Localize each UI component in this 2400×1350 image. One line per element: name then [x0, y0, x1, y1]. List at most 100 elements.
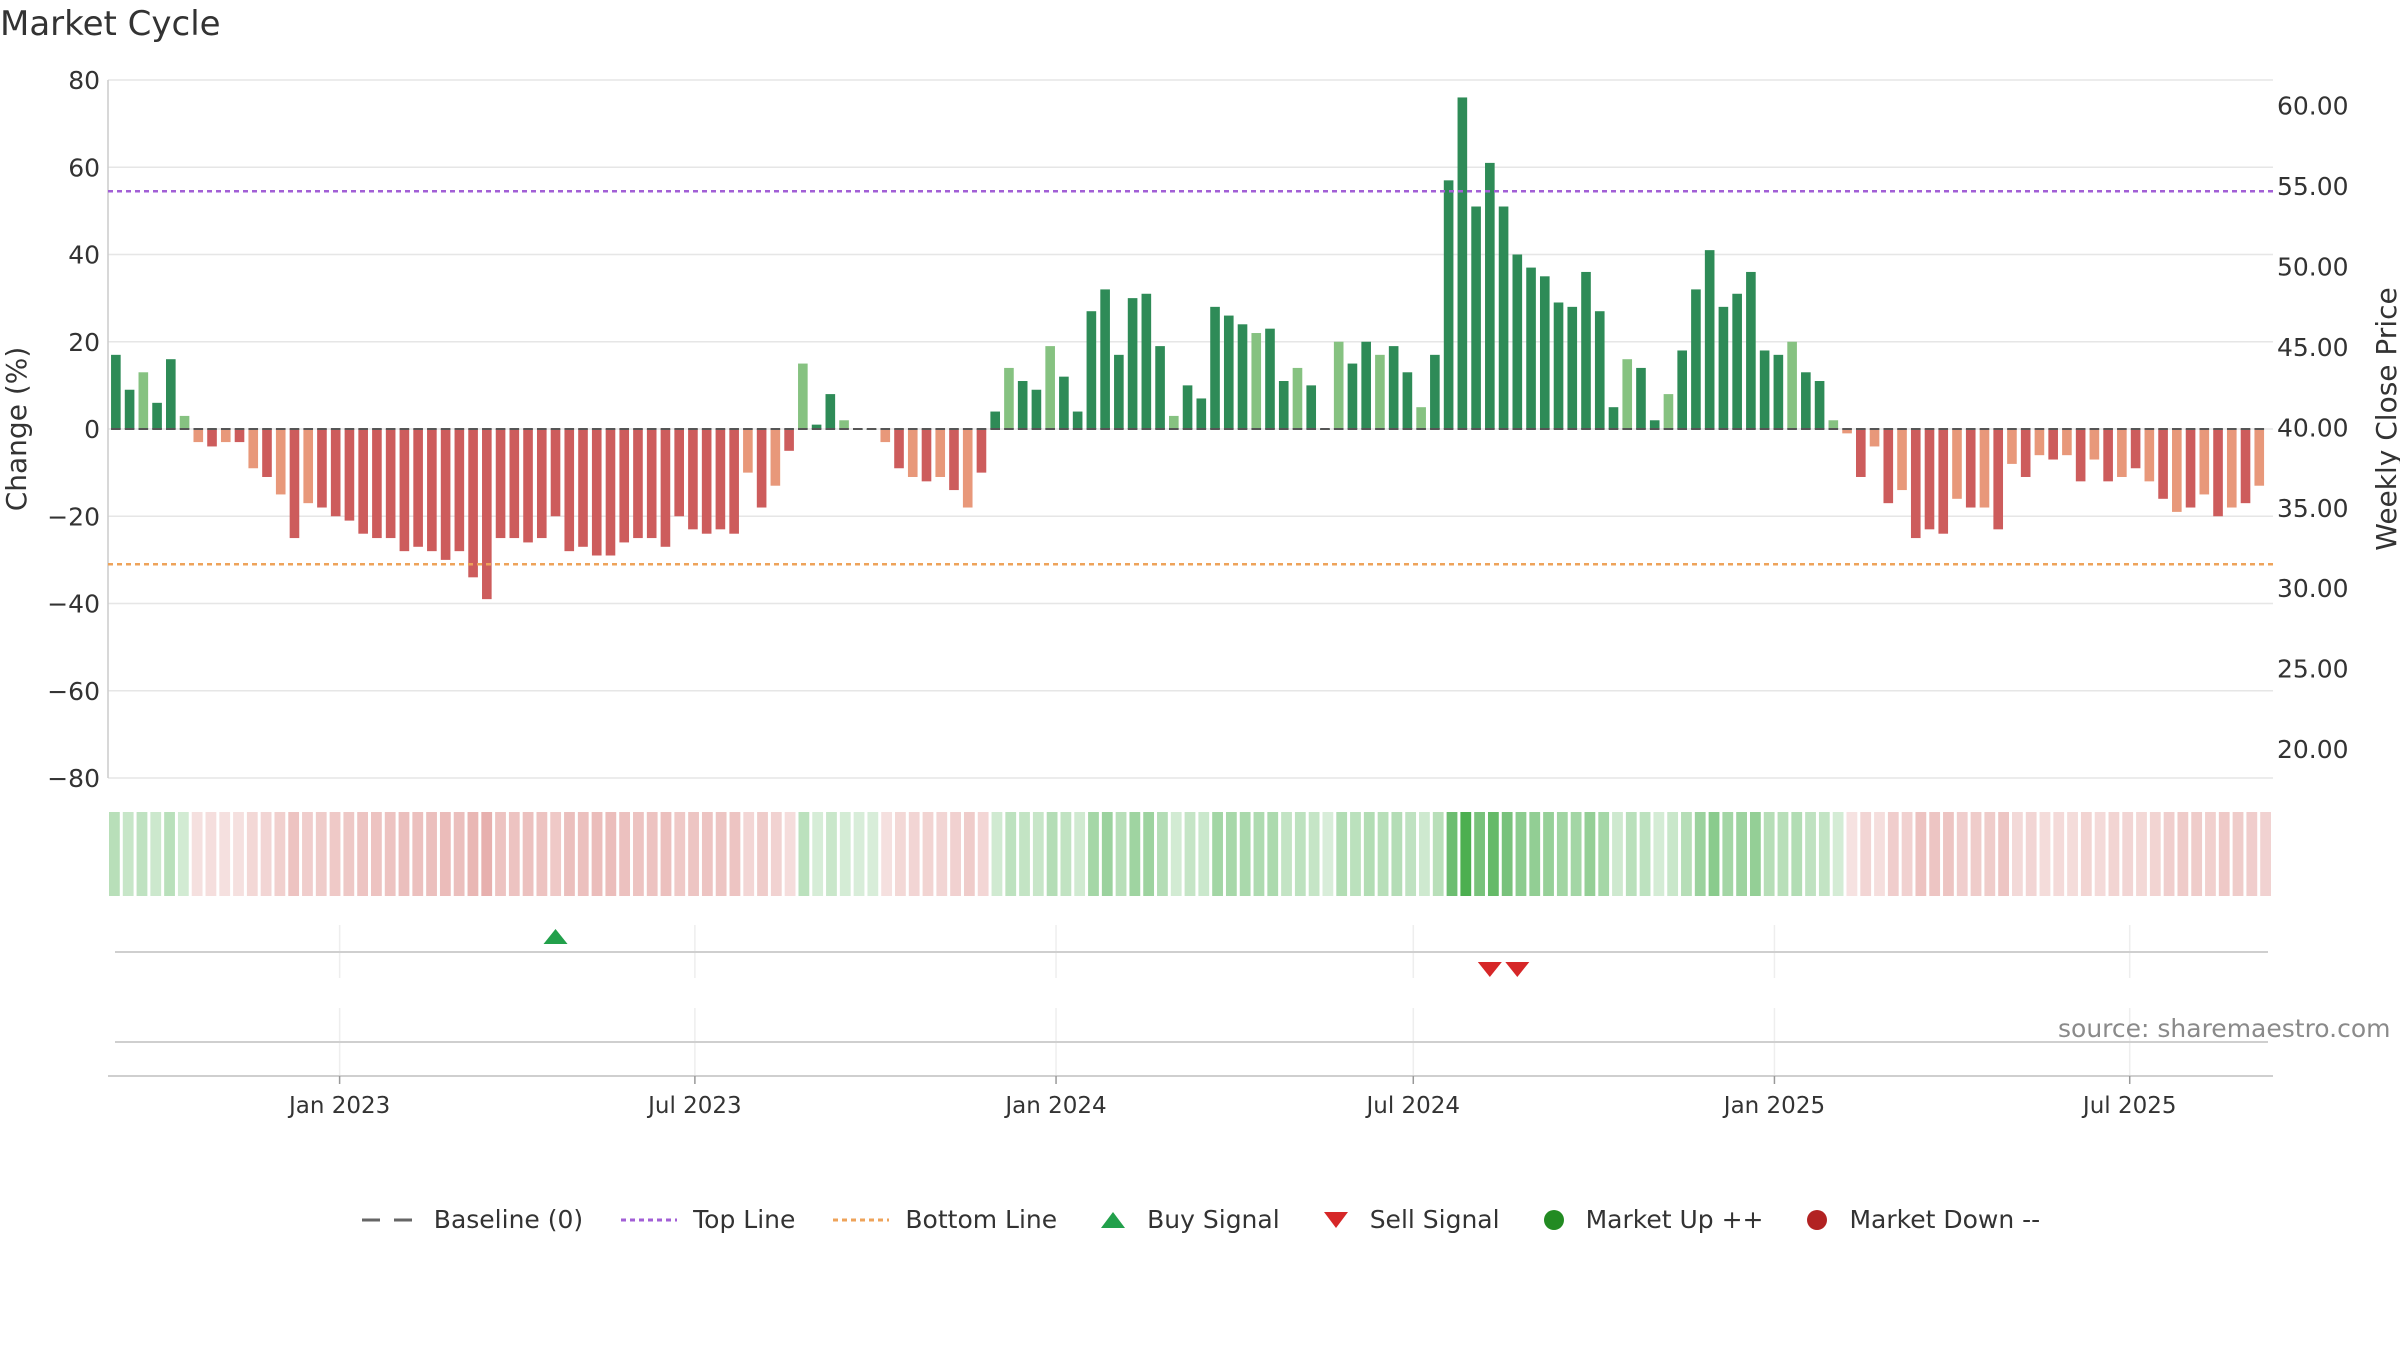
bar: [825, 394, 836, 429]
bar: [729, 429, 739, 534]
heat-cell: [798, 812, 810, 896]
bar: [715, 429, 726, 530]
bar: [1485, 162, 1495, 429]
heat-cell: [2246, 812, 2258, 896]
legend-sell-signal: Sell Signal: [1316, 1205, 1500, 1234]
heat-cell: [1984, 812, 1996, 896]
heat-cell: [1846, 812, 1858, 896]
bar: [2226, 429, 2237, 508]
bar: [619, 429, 630, 543]
heat-cell: [122, 812, 134, 896]
bar: [344, 429, 355, 521]
heat-cell: [1005, 812, 1017, 896]
heat-cell: [2039, 812, 2051, 896]
heat-cell: [550, 812, 562, 896]
heat-cell: [1115, 812, 1127, 896]
bar: [220, 429, 231, 443]
heat-cell: [577, 812, 589, 896]
bar: [949, 429, 959, 491]
bar: [1251, 333, 1262, 429]
bar: [770, 429, 781, 486]
heat-cell: [536, 812, 548, 896]
bar: [1059, 376, 1069, 429]
bar: [1196, 398, 1207, 429]
y2-tick-label: 45.00: [2277, 333, 2349, 362]
heat-cell: [1391, 812, 1403, 896]
heat-cell: [2122, 812, 2134, 896]
bar: [523, 429, 533, 543]
bar: [1952, 429, 1962, 499]
heat-cell: [674, 812, 686, 896]
heat-cell: [1708, 812, 1720, 896]
bar: [2254, 429, 2265, 486]
bar: [2117, 429, 2127, 477]
legend-sell-signal-label: Sell Signal: [1369, 1205, 1500, 1234]
heat-cell: [439, 812, 451, 896]
bar: [179, 415, 190, 429]
y2-tick-label: 60.00: [2277, 92, 2349, 121]
bar: [962, 429, 973, 508]
heat-cell: [1736, 812, 1747, 896]
bar: [1361, 341, 1371, 429]
heat-cell: [1350, 812, 1361, 896]
bar: [660, 429, 671, 547]
bar: [743, 429, 753, 473]
bar: [811, 424, 822, 429]
bar: [248, 429, 259, 469]
bar: [1182, 385, 1193, 429]
bar: [550, 429, 561, 517]
bar: [578, 429, 588, 547]
heat-cell: [1405, 812, 1417, 896]
legend-buy-signal-label: Buy Signal: [1147, 1205, 1280, 1234]
bars: [111, 97, 2265, 600]
heat-cell: [1887, 812, 1899, 896]
heat-cell: [1281, 812, 1292, 896]
legend-market-up-label: Market Up ++: [1585, 1205, 1764, 1234]
y-tick-label: −40: [47, 590, 100, 619]
heat-cell: [412, 812, 424, 896]
bar: [2020, 429, 2031, 477]
bar: [1100, 289, 1110, 429]
bar: [921, 429, 932, 482]
bar: [152, 402, 162, 429]
heat-cell: [1225, 812, 1237, 896]
heat-cell: [1101, 812, 1113, 896]
heat-cell: [1308, 812, 1320, 896]
bar: [1114, 354, 1124, 429]
heat-cell: [467, 812, 479, 896]
x-tick-label: Jul 2023: [646, 1093, 742, 1119]
heat-cell: [1501, 812, 1513, 896]
bar: [413, 429, 423, 547]
bar: [495, 429, 506, 539]
bar: [440, 429, 451, 560]
heat-cell: [1805, 812, 1816, 896]
heat-cell: [2163, 812, 2175, 896]
heat-cell: [1543, 812, 1554, 896]
heat-cell: [1943, 812, 1954, 896]
bar: [701, 429, 712, 534]
heat-cell: [508, 812, 520, 896]
heat-cell: [177, 812, 189, 896]
heat-cell: [315, 812, 327, 896]
bar: [399, 429, 410, 552]
bar: [482, 429, 492, 600]
y-axis-label: Change (%): [0, 347, 33, 512]
heat-cell: [757, 812, 768, 896]
heat-cell: [1143, 812, 1155, 896]
heat-cell: [495, 812, 506, 896]
red-dot-icon: [1807, 1209, 1828, 1230]
y-tick-label: 40: [68, 241, 100, 270]
y2-tick-label: 30.00: [2277, 574, 2349, 603]
bar: [317, 429, 327, 508]
bar: [1237, 324, 1248, 429]
heat-cell: [660, 812, 672, 896]
heat-cell: [1336, 812, 1348, 896]
bar: [976, 429, 987, 473]
heat-cell: [2067, 812, 2078, 896]
heat-cell: [2149, 812, 2161, 896]
heat-cell: [1460, 812, 1472, 896]
heat-cell: [1267, 812, 1279, 896]
heat-cell: [2232, 812, 2244, 896]
bar: [1141, 293, 1152, 429]
heat-cell: [1639, 812, 1651, 896]
